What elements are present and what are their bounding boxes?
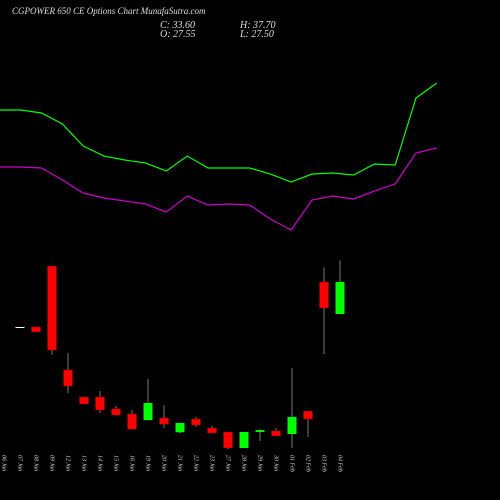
x-tick-label: 29 Jan [257, 455, 263, 471]
candle-body [111, 408, 121, 416]
chart-title: CGPOWER 650 CE Options Chart MunafaSutra… [12, 6, 206, 16]
candle-body [79, 396, 89, 405]
ohlc-label: C: 33.60 [160, 20, 195, 31]
x-tick-label: 30 Jan [273, 454, 279, 471]
x-tick-label: 21 Jan [177, 455, 183, 471]
x-tick-label: 04 Feb [337, 455, 344, 472]
x-tick-label: 02 Feb [305, 455, 311, 472]
candle-body [143, 403, 153, 421]
x-tick-label: 20 Jan [161, 455, 167, 471]
x-tick-label: 28 Jan [241, 455, 247, 471]
candle-body [287, 416, 297, 435]
candle-body [319, 281, 329, 309]
candle-body [47, 265, 57, 351]
candle-body [159, 417, 169, 425]
candle-body [303, 410, 313, 420]
candle-body [191, 418, 201, 426]
candle-body [31, 326, 41, 333]
x-tick-label: 16 Jan [129, 455, 135, 471]
x-tick-label: 01 Feb [289, 455, 295, 472]
candle-body [255, 430, 265, 433]
x-tick-label: 09 Jan [49, 455, 55, 471]
x-tick-label: 08 Jan [33, 455, 39, 471]
line-series [0, 82, 438, 183]
x-tick-label: 06 Jan [1, 455, 7, 471]
candle-body [15, 326, 25, 328]
candle-body [271, 430, 281, 437]
candle-body [207, 427, 217, 434]
candle-body [239, 432, 249, 448]
candle-body [175, 423, 185, 433]
x-tick-label: 13 Jan [81, 455, 87, 471]
candle-body [127, 413, 137, 430]
candle-body [63, 369, 73, 387]
x-tick-label: 12 Jan [65, 455, 71, 471]
x-tick-label: 07 Jan [17, 455, 23, 471]
ohlc-label: O: 27.55 [160, 29, 196, 40]
x-tick-label: 22 Jan [193, 455, 199, 471]
x-tick-label: 19 Jan [145, 455, 151, 471]
candle-body [335, 282, 345, 315]
x-tick-label: 27 Jan [225, 455, 231, 471]
x-tick-label: 14 Jan [97, 455, 104, 471]
line-series [0, 147, 437, 231]
ohlc-label: H: 37.70 [239, 20, 276, 31]
candle-body [223, 431, 233, 449]
ohlc-label: L: 27.50 [239, 29, 274, 40]
x-tick-label: 23 Jan [209, 455, 215, 471]
x-tick-label: 15 Jan [113, 455, 119, 471]
x-tick-label: 03 Feb [321, 455, 327, 472]
candle-body [95, 396, 105, 411]
